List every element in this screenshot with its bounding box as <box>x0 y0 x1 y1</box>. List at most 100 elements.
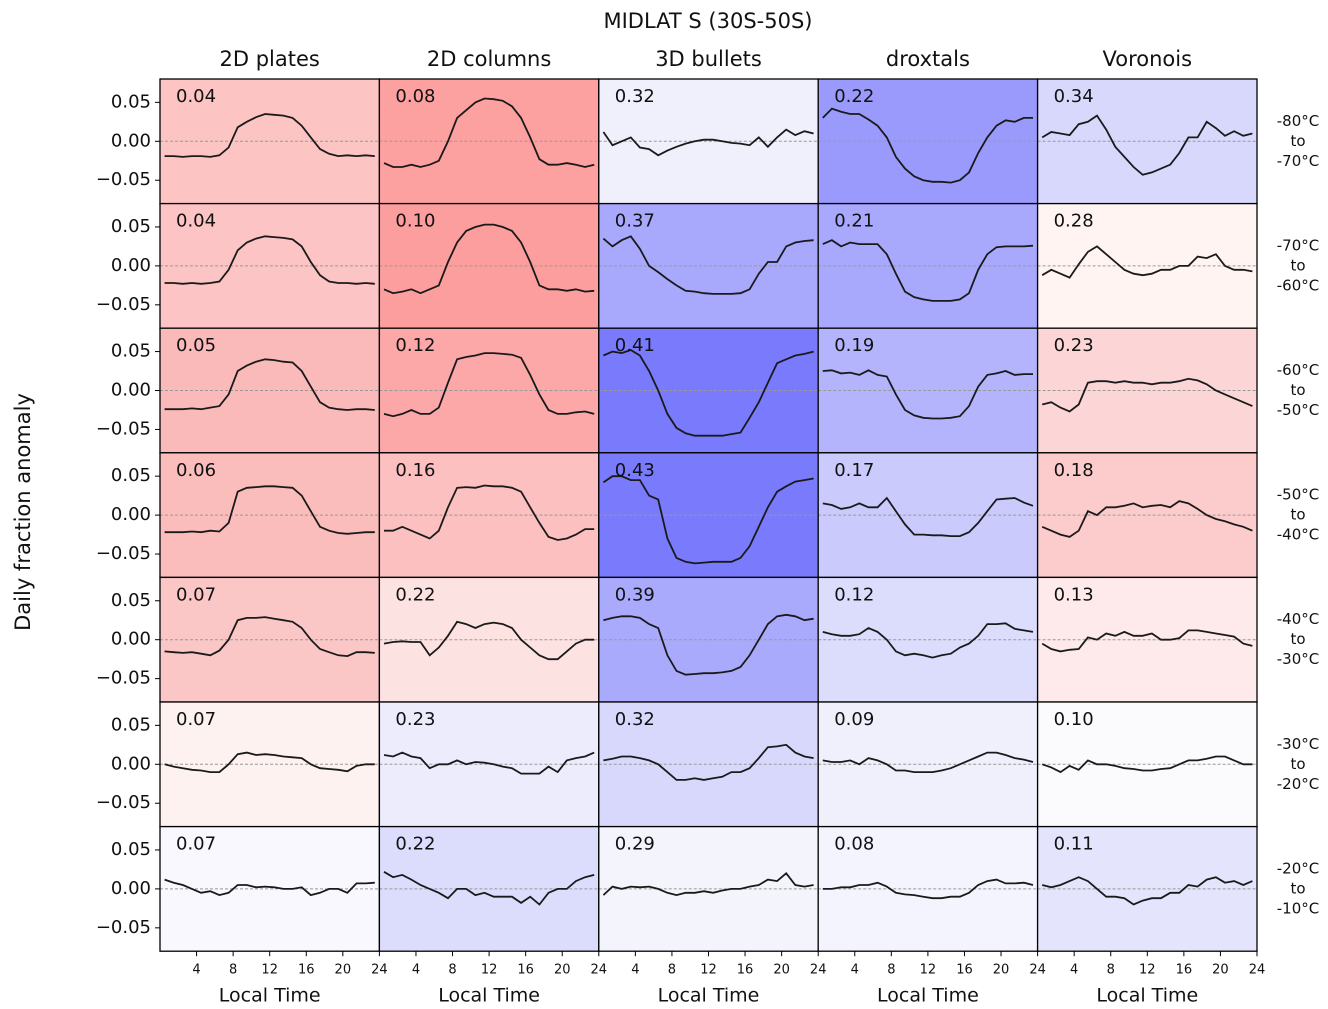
line <box>383 223 595 295</box>
y-tick-label: −0.05 <box>96 543 151 564</box>
x-tick-label: 4 <box>631 963 639 978</box>
x-tick-label: 12 <box>1139 963 1156 978</box>
line <box>603 743 814 781</box>
row-label: to <box>1290 630 1305 648</box>
x-tick-label: 24 <box>1029 963 1046 978</box>
line <box>822 107 1033 184</box>
x-tick-label: 20 <box>554 963 571 978</box>
x-tick-label: 4 <box>851 963 859 978</box>
panel-annotation: 0.22 <box>395 834 435 855</box>
line <box>383 352 595 418</box>
panel-annotation: 0.34 <box>1054 86 1094 107</box>
line <box>602 475 814 565</box>
x-tick-label: 20 <box>1212 963 1229 978</box>
panel-annotation: 0.07 <box>176 834 216 855</box>
line <box>822 622 1034 659</box>
line <box>383 97 595 168</box>
x-tick-label: 20 <box>335 963 352 978</box>
line <box>822 369 1033 420</box>
panel-annotation: 0.18 <box>1054 460 1094 481</box>
x-tick-label: 24 <box>371 963 388 978</box>
line <box>383 620 595 661</box>
panel-annotation: 0.04 <box>176 211 216 232</box>
panel-annotation: 0.08 <box>834 834 874 855</box>
panel-annotation: 0.22 <box>395 584 435 605</box>
line <box>602 235 814 295</box>
y-tick-label: 0.05 <box>111 216 151 237</box>
y-tick-label: −0.05 <box>96 917 151 938</box>
panel-annotation: 0.39 <box>615 584 655 605</box>
y-tick-label: 0.00 <box>111 130 151 151</box>
panel-annotation: 0.22 <box>834 86 874 107</box>
y-tick-label: 0.00 <box>111 380 151 401</box>
panel-annotation: 0.13 <box>1054 584 1094 605</box>
x-tick-label: 12 <box>261 963 278 978</box>
panel-annotation: 0.12 <box>834 584 874 605</box>
panel-annotation: 0.16 <box>395 460 435 481</box>
x-tick-label: 16 <box>298 963 315 978</box>
row-label: -70°C <box>1277 236 1319 254</box>
y-tick-label: −0.05 <box>96 668 151 689</box>
x-tick-label: 8 <box>668 963 676 978</box>
y-axis-label: Daily fraction anomaly <box>11 393 35 631</box>
line <box>1041 629 1253 653</box>
y-tick-label: 0.00 <box>111 753 151 774</box>
x-tick-label: 20 <box>993 963 1010 978</box>
column-title: Voronois <box>1103 47 1193 71</box>
line <box>164 235 375 285</box>
y-tick-label: −0.05 <box>96 169 151 190</box>
x-tick-label: 8 <box>1107 963 1115 978</box>
x-tick-label: 8 <box>887 963 895 978</box>
line <box>384 484 595 541</box>
line <box>602 872 814 897</box>
row-label: -20°C <box>1277 775 1319 793</box>
x-axis-label: Local Time <box>438 985 540 1007</box>
row-label: to <box>1290 256 1305 274</box>
x-axis-label: Local Time <box>219 985 321 1007</box>
panel-annotation: 0.19 <box>834 335 874 356</box>
y-tick-label: −0.05 <box>96 792 151 813</box>
line <box>1041 245 1253 279</box>
y-tick-label: 0.05 <box>111 465 151 486</box>
panel-annotation: 0.07 <box>176 584 216 605</box>
x-axis-label: Local Time <box>658 985 760 1007</box>
y-tick-label: 0.05 <box>111 714 151 735</box>
x-tick-label: 20 <box>773 963 790 978</box>
panel-annotation: 0.28 <box>1054 211 1094 232</box>
panel-annotation: 0.10 <box>395 211 435 232</box>
line <box>602 128 814 157</box>
x-tick-label: 12 <box>700 963 717 978</box>
row-label: -70°C <box>1277 152 1319 170</box>
x-axis-label: Local Time <box>877 985 979 1007</box>
line <box>822 751 1034 773</box>
line <box>383 751 595 775</box>
line <box>1041 755 1253 774</box>
column-title: 2D columns <box>427 47 551 71</box>
column-title: 3D bullets <box>655 47 762 71</box>
panel-annotation: 0.29 <box>615 834 655 855</box>
line <box>164 616 375 658</box>
row-label: -40°C <box>1277 526 1319 544</box>
x-tick-label: 8 <box>448 963 456 978</box>
line <box>164 878 375 897</box>
line <box>164 485 375 535</box>
panel-annotation: 0.32 <box>615 86 655 107</box>
x-tick-label: 4 <box>192 963 200 978</box>
panel-annotation: 0.41 <box>615 335 655 356</box>
row-label: -40°C <box>1277 610 1319 628</box>
x-tick-label: 24 <box>1249 963 1266 978</box>
row-label: -50°C <box>1277 401 1319 419</box>
line <box>1041 876 1253 906</box>
row-label: -10°C <box>1277 899 1319 917</box>
row-label: to <box>1290 506 1305 524</box>
panel-annotation: 0.04 <box>176 86 216 107</box>
y-tick-label: 0.05 <box>111 839 151 860</box>
y-tick-label: 0.00 <box>111 255 151 276</box>
panel-annotation: 0.11 <box>1054 834 1094 855</box>
y-tick-label: 0.00 <box>111 878 151 899</box>
panel-annotation: 0.07 <box>176 709 216 730</box>
panel-annotation: 0.43 <box>615 460 655 481</box>
panel-frame <box>1036 825 1258 952</box>
y-tick-label: −0.05 <box>96 418 151 439</box>
